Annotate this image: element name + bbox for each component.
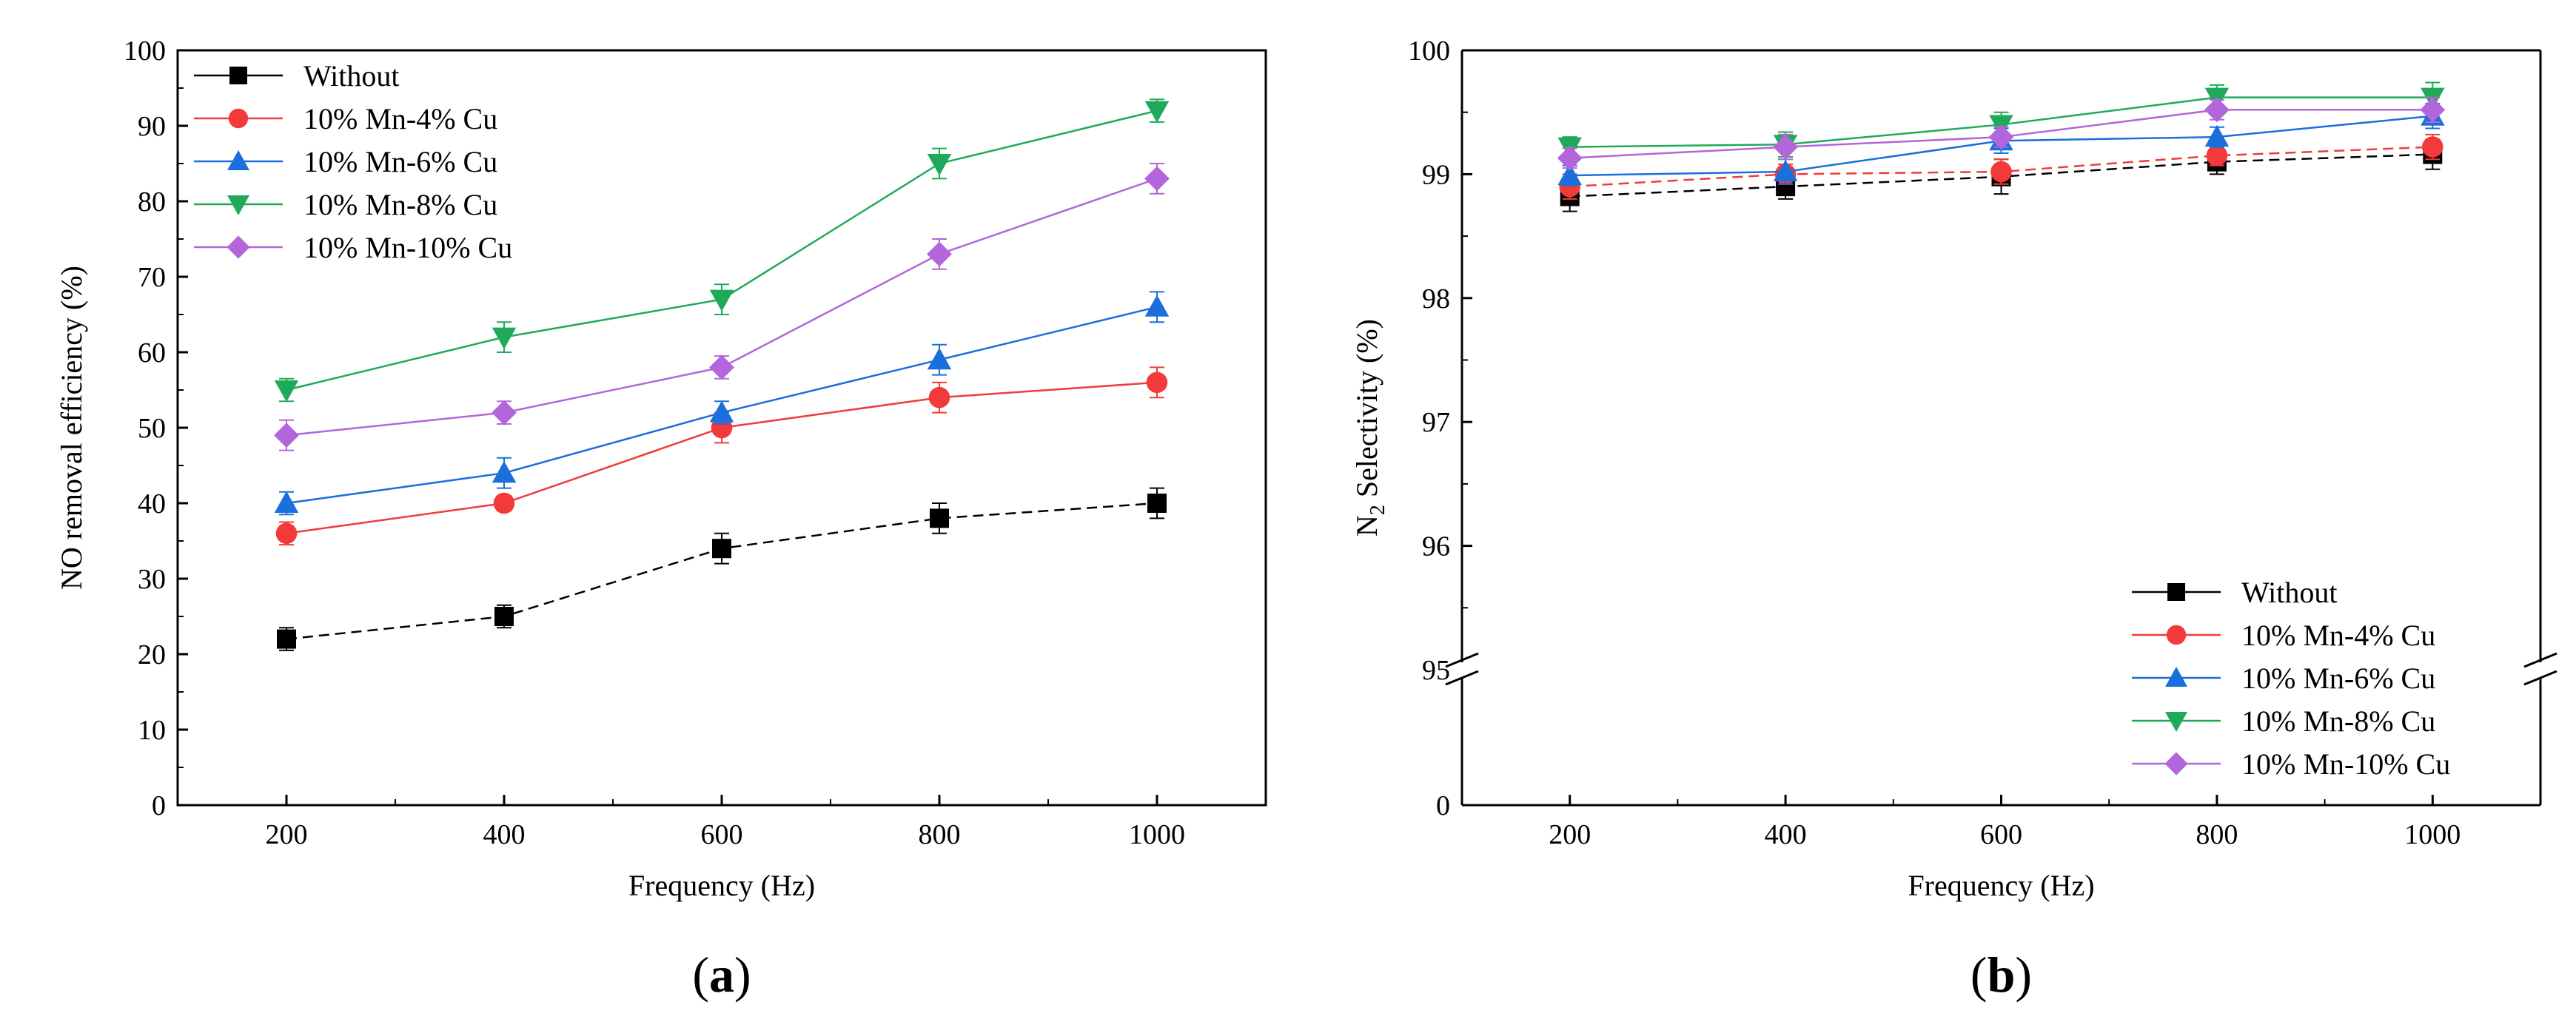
data-point [1988, 124, 2014, 150]
x-tick-label: 400 [483, 819, 526, 850]
data-point [494, 607, 514, 626]
x-axis-label: Frequency (Hz) [628, 869, 815, 902]
panel-a-chart: 0 10 20 30 40 50 60 70 80 90 100 200 400 600 800 1000 Fr… [55, 36, 1267, 1003]
y-tick-label: 99 [1422, 159, 1450, 190]
data-point [927, 154, 952, 176]
data-point [2204, 97, 2230, 123]
data-point [1144, 295, 1170, 317]
data-point [1557, 163, 1582, 186]
axis-break-mark [2523, 652, 2557, 668]
data-point [492, 460, 517, 483]
y-tick-label: 100 [1408, 36, 1450, 67]
legend-label: 10% Mn-6% Cu [2241, 662, 2435, 695]
y-tick-label: 0 [1436, 790, 1450, 821]
x-tick-label: 800 [2196, 819, 2238, 850]
x-tick-label: 600 [1980, 819, 2022, 850]
y-tick-label: 10 [138, 715, 166, 746]
y-tick-label: 80 [138, 186, 166, 218]
legend-label: Without [303, 59, 400, 93]
y-tick-label: 40 [138, 488, 166, 519]
legend-label: 10% Mn-4% Cu [303, 102, 497, 135]
x-tick-label: 1000 [1129, 819, 1185, 850]
data-point [930, 508, 949, 528]
data-point [927, 241, 952, 267]
axis-break-mark [1445, 670, 1479, 686]
data-point [2206, 144, 2228, 167]
panel-label: (a) [692, 946, 751, 1003]
x-tick-label: 800 [919, 819, 961, 850]
legend-label: Without [2241, 576, 2338, 609]
legend-marker [227, 150, 249, 170]
legend-label: 10% Mn-8% Cu [303, 188, 497, 221]
data-point [277, 629, 296, 649]
data-point [2420, 97, 2446, 123]
legend-label: 10% Mn-10% Cu [303, 231, 512, 264]
axis-break-mark [1445, 652, 1479, 668]
y-tick-label: 98 [1422, 283, 1450, 315]
panel-b-chart: 0 95 96 97 98 99 100 200 400 600 800 1000 Frequency … [1350, 36, 2557, 1003]
y-tick-label: 90 [138, 111, 166, 142]
data-point [1146, 371, 1168, 394]
legend-marker [2166, 625, 2187, 645]
legend-marker [2164, 752, 2188, 776]
x-tick-label: 1000 [2404, 819, 2461, 850]
panel-label: (b) [1970, 946, 2032, 1003]
axis-break-mark [2523, 670, 2557, 686]
legend-marker [227, 235, 250, 259]
y-axis-label: N2 Selectivity (%) [1350, 319, 1389, 537]
data-point [492, 400, 517, 426]
data-point [709, 400, 734, 423]
x-tick-label: 600 [701, 819, 743, 850]
legend-marker [228, 108, 249, 129]
x-tick-label: 200 [1549, 819, 1591, 850]
legend-marker [2167, 583, 2185, 601]
data-point [1773, 134, 1798, 160]
data-point [2204, 124, 2230, 147]
data-point [1773, 159, 1798, 182]
x-tick-label: 400 [1765, 819, 1807, 850]
legend-label: 10% Mn-8% Cu [2241, 704, 2435, 738]
data-point [927, 347, 952, 370]
data-point [709, 354, 734, 380]
data-point [275, 522, 298, 545]
y-tick-label: 70 [138, 262, 166, 293]
y-axis-label: NO removal efficiency (%) [55, 266, 88, 590]
y-tick-label: 30 [138, 564, 166, 595]
x-tick-label: 200 [266, 819, 308, 850]
x-axis-label: Frequency (Hz) [1908, 869, 2094, 902]
y-tick-label: 100 [124, 36, 166, 67]
legend-marker [2165, 712, 2187, 732]
y-tick-label: 60 [138, 337, 166, 369]
series-line [286, 502, 1158, 640]
data-point [1147, 494, 1167, 513]
data-point [493, 492, 515, 514]
data-point [711, 417, 733, 439]
y-tick-label: 96 [1422, 531, 1450, 562]
data-point [492, 327, 517, 349]
legend-label: 10% Mn-10% Cu [2241, 747, 2450, 781]
legend-label: 10% Mn-4% Cu [2241, 619, 2435, 652]
data-point [274, 423, 299, 448]
y-tick-label: 20 [138, 639, 166, 670]
data-point [1144, 101, 1170, 123]
y-tick-label: 97 [1422, 407, 1450, 438]
legend-marker [2165, 667, 2187, 687]
y-tick-label: 0 [152, 790, 166, 821]
legend-marker [227, 195, 249, 215]
y-tick-label: 95 [1422, 655, 1450, 686]
legend-label: 10% Mn-6% Cu [303, 145, 497, 178]
data-point [712, 539, 731, 559]
data-point [1990, 161, 2012, 183]
data-point [1557, 145, 1583, 171]
data-point [274, 380, 299, 403]
data-point [2422, 136, 2443, 158]
legend-marker [229, 67, 247, 84]
data-point [1144, 166, 1170, 192]
data-point [709, 289, 734, 312]
data-point [274, 491, 299, 513]
data-point [928, 386, 950, 408]
y-tick-label: 50 [138, 413, 166, 444]
